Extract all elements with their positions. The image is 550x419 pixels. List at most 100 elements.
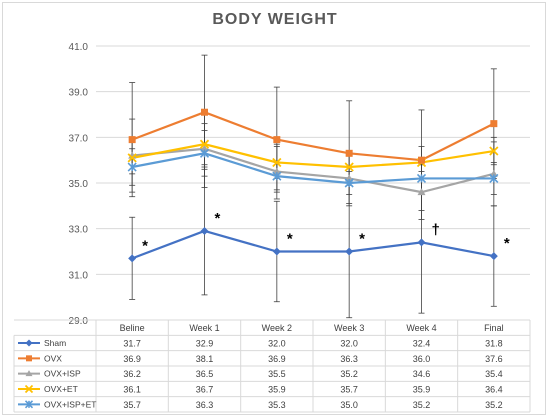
data-point: [489, 146, 499, 156]
data-label: 32.0: [340, 339, 358, 349]
data-label: 35.5: [268, 369, 286, 379]
data-label: 36.7: [196, 385, 214, 395]
data-point: [272, 167, 281, 175]
legend-label: OVX+ISP+ET: [44, 399, 96, 409]
y-tick-label: 35.0: [69, 179, 89, 190]
data-label: 35.4: [485, 369, 503, 379]
data-label: 36.9: [268, 354, 286, 364]
data-point: [416, 173, 427, 183]
y-tick-label: 31.0: [69, 270, 89, 281]
chart-frame: [2, 2, 546, 415]
data-point: [128, 254, 137, 263]
marker-stroke: [199, 139, 210, 149]
data-point: [200, 226, 209, 235]
data-point: [127, 153, 137, 163]
data-point: [344, 162, 354, 172]
marker-stroke: [24, 384, 34, 394]
data-table: Beline Week 1 Week 2 Week 3 Week 4 Final Sham 3…: [13, 319, 531, 413]
x-category-label: Week 1: [189, 323, 219, 333]
gridlines: [96, 45, 530, 321]
data-label: 31.8: [485, 339, 503, 349]
y-tick-label: 37.0: [69, 133, 89, 144]
data-point: [272, 171, 282, 181]
data-point: [490, 120, 498, 128]
data-label: 35.2: [340, 369, 358, 379]
data-label: 35.3: [268, 400, 286, 410]
data-label: 32.0: [268, 339, 286, 349]
data-point: [128, 136, 136, 144]
data-point: [345, 174, 354, 182]
significance-mark: *: [142, 237, 148, 254]
data-point: [418, 156, 425, 164]
data-point: [345, 247, 354, 256]
data-label: 35.9: [413, 385, 431, 395]
legend-marker: [26, 355, 32, 362]
significance-mark: *: [359, 231, 365, 248]
x-category-label: Week 2: [262, 323, 292, 333]
legend-label: OVX: [44, 353, 62, 363]
legend-marker: [25, 339, 33, 347]
data-point: [200, 144, 209, 152]
data-label: 31.7: [123, 339, 141, 349]
data-label: 36.5: [196, 369, 214, 379]
data-point: [272, 247, 281, 256]
y-axis: 29.0 31.0 33.0 35.0 37.0 39.0 41.0: [69, 42, 89, 327]
data-label: 34.6: [413, 369, 431, 379]
y-tick-label: 39.0: [69, 88, 89, 99]
series-line: [131, 152, 494, 185]
series-line: [132, 147, 495, 194]
marker-stroke: [127, 153, 137, 163]
marker-stroke: [489, 146, 499, 156]
data-label: 32.9: [196, 339, 214, 349]
legend-label: OVX+ISP: [44, 369, 81, 379]
y-tick-label: 41.0: [69, 42, 89, 53]
data-point: [489, 252, 498, 261]
series-line: [131, 229, 495, 260]
series-lines: [131, 111, 495, 260]
data-point: [345, 149, 353, 157]
significance-annotations: * * * * † *: [142, 210, 510, 254]
data-label: 35.2: [485, 400, 503, 410]
data-point: [201, 108, 208, 116]
data-label: 37.6: [485, 354, 503, 364]
data-point: [199, 148, 210, 158]
x-category-label: Week 3: [334, 323, 364, 333]
x-category-label: Week 4: [406, 323, 436, 333]
chart-title: BODY WEIGHT: [212, 11, 338, 28]
significance-mark: *: [287, 231, 293, 248]
series-markers: [127, 108, 499, 263]
significance-mark: *: [215, 210, 221, 227]
legend-label: Sham: [44, 338, 66, 348]
data-label: 36.4: [485, 385, 503, 395]
y-tick-label: 29.0: [69, 316, 89, 327]
data-point: [273, 136, 281, 144]
legend-marker: [24, 400, 34, 409]
data-label: 35.0: [340, 400, 358, 410]
data-point: [127, 162, 137, 172]
data-point: [489, 173, 499, 183]
series-line: [131, 111, 495, 162]
marker-stroke: [272, 157, 282, 168]
legend-marker: [24, 384, 34, 394]
data-label: 36.1: [123, 385, 141, 395]
data-label: 36.2: [123, 369, 141, 379]
data-label: 35.2: [413, 400, 431, 410]
significance-mark: †: [432, 221, 440, 238]
data-label: 38.1: [196, 354, 214, 364]
data-label: 35.7: [123, 400, 141, 410]
data-label: 36.3: [196, 400, 214, 410]
legend-label: OVX+ET: [44, 384, 78, 394]
data-point: [417, 188, 426, 196]
data-label: 35.7: [340, 385, 358, 395]
data-point: [272, 157, 282, 168]
data-label: 36.3: [340, 354, 358, 364]
y-tick-label: 33.0: [69, 225, 89, 236]
marker-stroke: [344, 162, 354, 172]
data-label: 36.9: [123, 354, 141, 364]
data-point: [199, 139, 210, 149]
data-label: 35.9: [268, 385, 286, 395]
data-point: [417, 238, 426, 247]
data-point: [489, 169, 498, 177]
x-category-label: Beline: [120, 323, 145, 333]
